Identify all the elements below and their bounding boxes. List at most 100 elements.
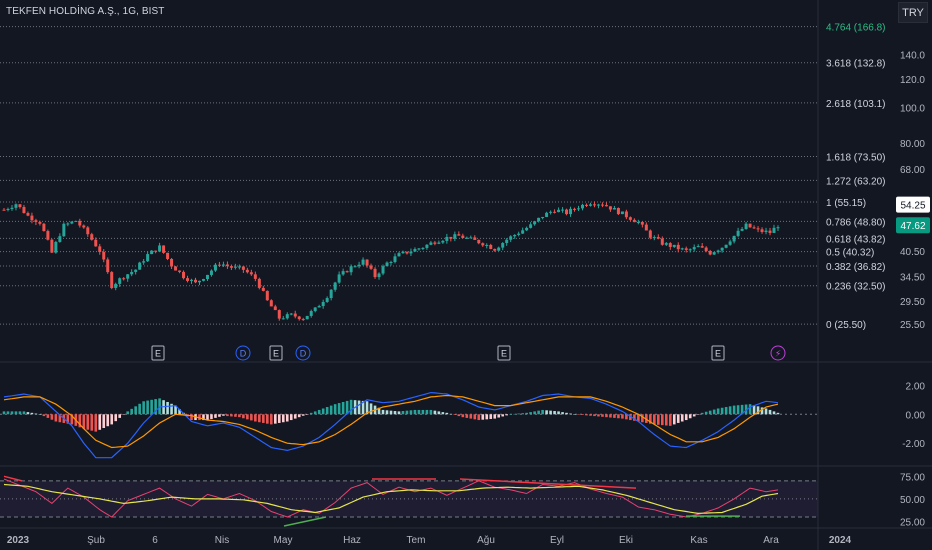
macd-histogram-bar xyxy=(764,408,768,415)
candle-body xyxy=(425,244,429,248)
price-tick: 120.0 xyxy=(900,75,925,86)
macd-histogram-bar xyxy=(2,411,6,415)
macd-histogram-bar xyxy=(206,414,209,421)
macd-histogram-bar xyxy=(34,413,38,415)
macd-histogram-bar xyxy=(381,409,385,415)
candle-body xyxy=(644,224,648,231)
earnings-marker xyxy=(711,345,725,361)
macd-histogram-bar xyxy=(258,414,261,423)
candle-body xyxy=(509,236,513,240)
candle-body xyxy=(98,246,102,252)
candle-body xyxy=(190,279,194,281)
candle-body xyxy=(381,266,385,274)
candle-body xyxy=(421,247,425,249)
candle-body xyxy=(213,264,217,271)
candle-body xyxy=(321,301,325,307)
candle-body xyxy=(441,240,445,243)
candle-body xyxy=(249,272,253,275)
macd-histogram-bar xyxy=(58,414,62,423)
current-price-box xyxy=(896,217,930,234)
time-tick: Şub xyxy=(87,535,105,546)
candle-body xyxy=(74,220,78,222)
fib-level-label: 2.618 (103.1) xyxy=(826,99,886,110)
macd-histogram-bar xyxy=(433,410,437,415)
price-tick: 34.50 xyxy=(900,272,925,283)
macd-histogram-bar xyxy=(246,414,249,420)
candle-body xyxy=(537,217,541,222)
candle-body xyxy=(269,300,273,307)
macd-histogram-bar xyxy=(720,407,724,415)
macd-histogram-bar xyxy=(521,413,524,415)
candle-body xyxy=(325,298,329,302)
macd-histogram-bar xyxy=(716,408,720,415)
macd-histogram-bar xyxy=(660,414,664,426)
candle-body xyxy=(672,244,676,247)
currency-button[interactable]: TRY xyxy=(898,2,928,23)
time-tick: Ara xyxy=(763,535,779,546)
macd-histogram-bar xyxy=(728,406,732,415)
macd-histogram-bar xyxy=(409,410,413,415)
price-axis[interactable]: 140.0 120.0 100.0 80.00 68.00 54.25 47.62 40.50… xyxy=(817,0,930,550)
macd-histogram-bar xyxy=(273,414,277,424)
time-tick: 2023 xyxy=(7,535,30,546)
macd-histogram-bar xyxy=(740,404,744,415)
macd-histogram-bar xyxy=(461,414,465,418)
candle-body xyxy=(233,266,237,268)
macd-histogram-bar xyxy=(684,414,688,421)
macd-histogram-bar xyxy=(453,414,457,415)
macd-histogram-bar xyxy=(14,411,18,415)
fib-level-label: 0.786 (48.80) xyxy=(826,217,886,228)
macd-histogram-bar xyxy=(401,411,405,415)
candle-body xyxy=(417,248,421,250)
macd-histogram-bar xyxy=(345,400,349,415)
macd-histogram-bar xyxy=(50,414,54,420)
candle-body xyxy=(708,251,712,255)
grid-lines xyxy=(0,361,932,529)
macd-histogram-bar xyxy=(90,414,94,431)
candle-body xyxy=(182,271,186,279)
macd-histogram-bar xyxy=(573,414,576,415)
macd-histogram-bar xyxy=(437,411,441,415)
candle-body xyxy=(620,211,624,215)
macd-histogram-bar xyxy=(696,414,700,415)
candle-body xyxy=(628,217,632,220)
candle-body xyxy=(477,239,481,244)
candle-body xyxy=(265,290,269,301)
candle-body xyxy=(453,234,457,239)
candle-body xyxy=(313,307,317,312)
candle-body xyxy=(612,208,616,210)
candle-body xyxy=(549,211,553,213)
candle-body xyxy=(166,252,170,259)
macd-histogram-bar xyxy=(198,414,201,421)
macd-histogram-bar xyxy=(688,414,692,419)
candle-body xyxy=(445,236,449,241)
candle-body xyxy=(126,274,130,279)
divergence-line xyxy=(459,478,637,489)
candle-body xyxy=(700,246,704,248)
candle-body xyxy=(373,268,377,278)
event-markers[interactable]: E D E D E E ⚡ xyxy=(151,345,786,361)
macd-histogram-bar xyxy=(676,414,680,423)
macd-histogram-bar xyxy=(154,399,157,415)
fib-level-label: 1.272 (63.20) xyxy=(826,176,886,187)
macd-histogram-bar xyxy=(317,409,321,415)
time-tick: Ağu xyxy=(477,535,495,546)
candle-body xyxy=(525,227,529,231)
divergence-line xyxy=(283,516,327,527)
time-tick: Kas xyxy=(690,535,707,546)
macd-histogram-bar xyxy=(541,409,544,415)
candle-body xyxy=(106,259,110,273)
rsi-tick: 75.00 xyxy=(900,472,925,483)
macd-histogram-bar xyxy=(66,414,70,424)
macd-histogram-bar xyxy=(756,406,760,415)
candle-body xyxy=(724,244,728,248)
macd-histogram-bar xyxy=(142,401,145,415)
candle-body xyxy=(305,315,309,320)
time-tick: Tem xyxy=(407,535,426,546)
macd-histogram-bar xyxy=(768,409,772,415)
macd-histogram-bar xyxy=(305,414,309,415)
time-axis[interactable]: 2023 Şub 6 Nis May Haz Tem Ağu Eyl Eki Kas Ara 2024 xyxy=(7,535,852,546)
macd-histogram-bar xyxy=(266,414,269,424)
time-tick: Eki xyxy=(619,535,633,546)
